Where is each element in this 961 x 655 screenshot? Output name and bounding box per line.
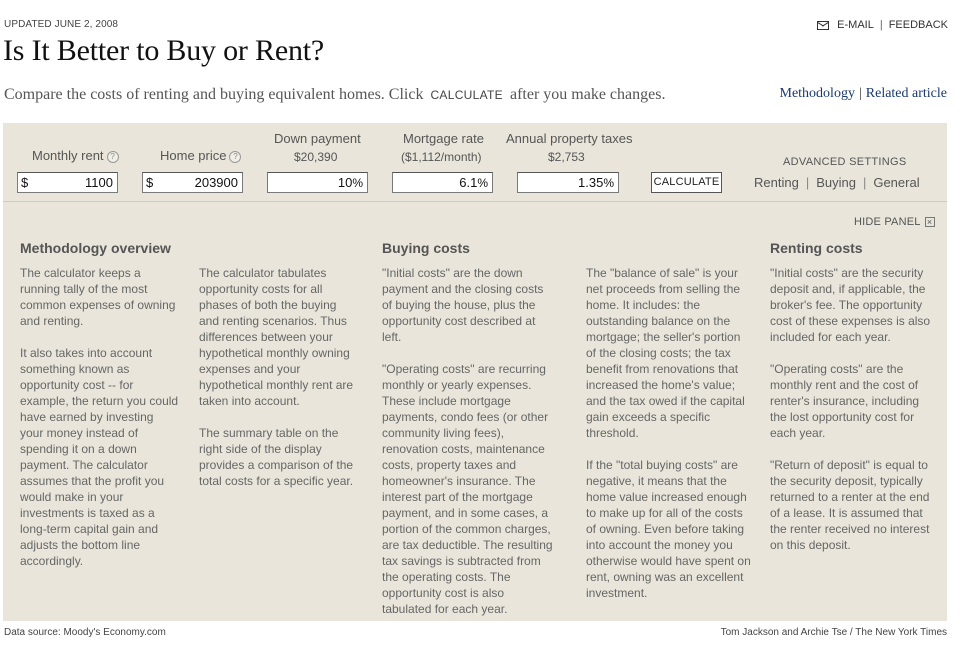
updated-date: UPDATED JUNE 2, 2008 xyxy=(4,19,119,30)
hide-panel-button[interactable]: HIDE PANEL × xyxy=(854,216,935,228)
currency-symbol: $ xyxy=(146,175,154,190)
separator: | xyxy=(879,19,883,31)
property-taxes-label: Annual property taxes xyxy=(506,131,633,146)
calculator-panel: Monthly rent? $ 1100 Home price? $ 20390… xyxy=(3,123,947,621)
property-taxes-input[interactable]: 1.35% xyxy=(517,172,619,193)
property-taxes-amount: $2,753 xyxy=(548,150,585,164)
envelope-icon[interactable] xyxy=(817,20,830,30)
methodology-heading: Methodology overview xyxy=(20,240,171,256)
calculate-button[interactable]: CALCULATE xyxy=(651,172,722,193)
page-title: Is It Better to Buy or Rent? xyxy=(3,34,325,67)
panel-divider xyxy=(3,201,947,202)
close-box-icon[interactable]: × xyxy=(924,217,935,227)
down-payment-value: 10% xyxy=(338,175,363,190)
credit-line: Tom Jackson and Archie Tse / The New Yor… xyxy=(720,627,947,638)
separator: | xyxy=(805,175,810,190)
down-payment-label: Down payment xyxy=(274,131,361,146)
methodology-paragraph: The calculator tabulates opportunity cos… xyxy=(199,266,354,408)
percent-sign: % xyxy=(352,176,363,190)
page-subtitle: Compare the costs of renting and buying … xyxy=(4,86,665,104)
article-links: Methodology | Related article xyxy=(780,86,948,102)
monthly-rent-value: 1100 xyxy=(85,175,113,190)
renting-costs-heading: Renting costs xyxy=(770,240,863,256)
subtitle-calculate-word: CALCULATE xyxy=(430,88,503,102)
advanced-settings-label: ADVANCED SETTINGS xyxy=(783,156,907,168)
home-price-input[interactable]: $ 203900 xyxy=(142,172,243,193)
property-taxes-value: 1.35% xyxy=(578,175,614,190)
property-taxes-number: 1.35 xyxy=(578,175,604,190)
buying-costs-heading: Buying costs xyxy=(382,240,470,256)
buying-paragraph: "Initial costs" are the down payment and… xyxy=(382,266,544,344)
renting-paragraph: "Return of deposit" is equal to the secu… xyxy=(770,458,930,552)
renting-paragraph: "Operating costs" are the monthly rent a… xyxy=(770,362,920,440)
general-settings-link[interactable]: General xyxy=(873,175,920,190)
help-icon[interactable]: ? xyxy=(229,150,242,163)
help-icon[interactable]: ? xyxy=(106,150,119,163)
buying-paragraph: "Operating costs" are recurring monthly … xyxy=(382,362,553,616)
mortgage-rate-value: 6.1% xyxy=(459,175,488,190)
subtitle-text-after: after you make changes. xyxy=(509,86,666,103)
hide-panel-label: HIDE PANEL xyxy=(854,216,921,228)
home-price-label-text: Home price xyxy=(160,148,227,163)
advanced-settings-links: Renting | Buying | General xyxy=(754,175,920,190)
percent-sign: % xyxy=(603,176,614,190)
currency-symbol: $ xyxy=(21,175,29,190)
renting-paragraph: "Initial costs" are the security deposit… xyxy=(770,266,931,344)
home-price-value: 203900 xyxy=(194,175,238,190)
methodology-paragraph: The summary table on the right side of t… xyxy=(199,426,354,488)
methodology-paragraph: It also takes into account something kno… xyxy=(20,346,179,568)
renting-settings-link[interactable]: Renting xyxy=(754,175,799,190)
related-article-link[interactable]: Related article xyxy=(865,86,947,101)
email-link[interactable]: E-MAIL xyxy=(837,19,874,31)
percent-sign: % xyxy=(477,176,488,190)
feedback-link[interactable]: FEEDBACK xyxy=(888,19,948,31)
subtitle-text-before: Compare the costs of renting and buying … xyxy=(4,86,424,103)
separator: | xyxy=(862,175,867,190)
buying-column-1: "Initial costs" are the down payment and… xyxy=(382,265,556,633)
mortgage-monthly-amount: ($1,112/month) xyxy=(401,150,482,164)
methodology-paragraph: The calculator keeps a running tally of … xyxy=(20,266,176,328)
down-payment-amount: $20,390 xyxy=(294,150,338,164)
buying-column-2: The "balance of sale" is your net procee… xyxy=(586,265,751,617)
monthly-rent-label: Monthly rent? xyxy=(32,148,119,163)
buying-paragraph: The "balance of sale" is your net procee… xyxy=(586,266,745,440)
monthly-rent-input[interactable]: $ 1100 xyxy=(17,172,118,193)
buying-settings-link[interactable]: Buying xyxy=(816,175,856,190)
home-price-label: Home price? xyxy=(160,148,242,163)
separator: | xyxy=(858,86,862,101)
methodology-column-2: The calculator tabulates opportunity cos… xyxy=(199,265,357,505)
mortgage-rate-label: Mortgage rate xyxy=(403,131,484,146)
mortgage-rate-input[interactable]: 6.1% xyxy=(392,172,493,193)
methodology-column-1: The calculator keeps a running tally of … xyxy=(20,265,180,585)
buying-paragraph: If the "total buying costs" are negative… xyxy=(586,458,751,600)
top-links: E-MAIL | FEEDBACK xyxy=(817,19,948,31)
mortgage-rate-number: 6.1 xyxy=(459,175,478,190)
monthly-rent-label-text: Monthly rent xyxy=(32,148,104,163)
down-payment-input[interactable]: 10% xyxy=(267,172,368,193)
down-payment-number: 10 xyxy=(337,175,353,190)
methodology-link[interactable]: Methodology xyxy=(779,86,855,101)
data-source: Data source: Moody's Economy.com xyxy=(4,627,166,638)
renting-column: "Initial costs" are the security deposit… xyxy=(770,265,935,569)
